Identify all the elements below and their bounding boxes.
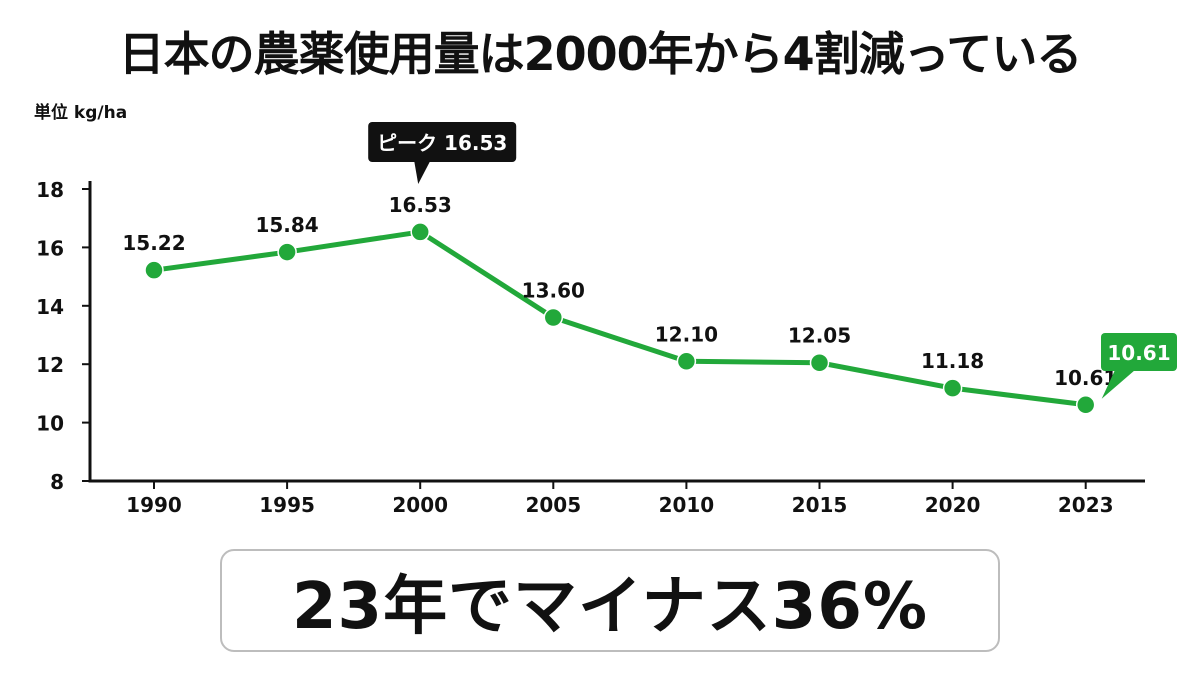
x-axis-labels: 1990 1995 2000 2005 2010 2015 2020 2023	[126, 481, 1114, 517]
series-line	[151, 229, 1089, 408]
summary-box: 23年でマイナス36%	[220, 549, 1000, 652]
x-tick-label: 2015	[792, 493, 848, 517]
x-tick-label: 2005	[525, 493, 581, 517]
data-label: 13.60	[522, 278, 585, 302]
x-tick-label: 2010	[659, 493, 715, 517]
data-points	[144, 222, 1096, 415]
summary-text: 23年でマイナス36%	[292, 569, 928, 644]
data-label: 12.05	[788, 324, 851, 348]
data-point	[809, 352, 830, 373]
x-tick-label: 2020	[925, 493, 981, 517]
x-tick-label: 2023	[1058, 493, 1114, 517]
latest-callout-pointer	[1101, 370, 1135, 399]
x-tick-label: 1990	[126, 493, 182, 517]
data-point	[942, 378, 963, 398]
series-polyline	[151, 229, 1089, 408]
x-tick-label: 1995	[259, 493, 315, 517]
callouts: ピーク 16.53 10.61	[368, 122, 1177, 399]
latest-callout-text: 10.61	[1107, 341, 1170, 365]
peak-callout-box	[368, 122, 517, 162]
y-axis-ticks: 18 16 14 12 10 8	[36, 178, 90, 494]
peak-callout-text: ピーク 16.53	[377, 131, 507, 155]
x-tick-label: 2000	[392, 493, 448, 517]
y-axis-unit-label: 単位 kg/ha	[34, 103, 128, 123]
y-tick-label: 18	[36, 178, 64, 202]
data-point	[277, 242, 297, 262]
chart-title: 日本の農薬使用量は2000年から4割減っている	[118, 27, 1083, 81]
peak-callout-pointer	[414, 161, 431, 184]
data-point	[144, 260, 164, 280]
data-point	[410, 222, 430, 242]
y-tick-label: 16	[36, 236, 64, 260]
latest-callout-box	[1101, 333, 1177, 371]
y-tick-label: 14	[36, 295, 64, 319]
data-point	[543, 307, 564, 328]
y-tick-label: 10	[36, 412, 64, 436]
y-tick-label: 8	[50, 470, 64, 494]
data-label: 15.22	[122, 231, 185, 255]
data-label: 11.18	[921, 349, 984, 373]
data-label: 12.10	[655, 322, 718, 346]
y-tick-label: 12	[36, 353, 64, 377]
chart-axes	[88, 181, 1145, 483]
data-label: 16.53	[389, 193, 452, 217]
data-point	[1075, 395, 1096, 415]
data-label: 15.84	[255, 213, 318, 237]
data-point	[676, 351, 697, 372]
